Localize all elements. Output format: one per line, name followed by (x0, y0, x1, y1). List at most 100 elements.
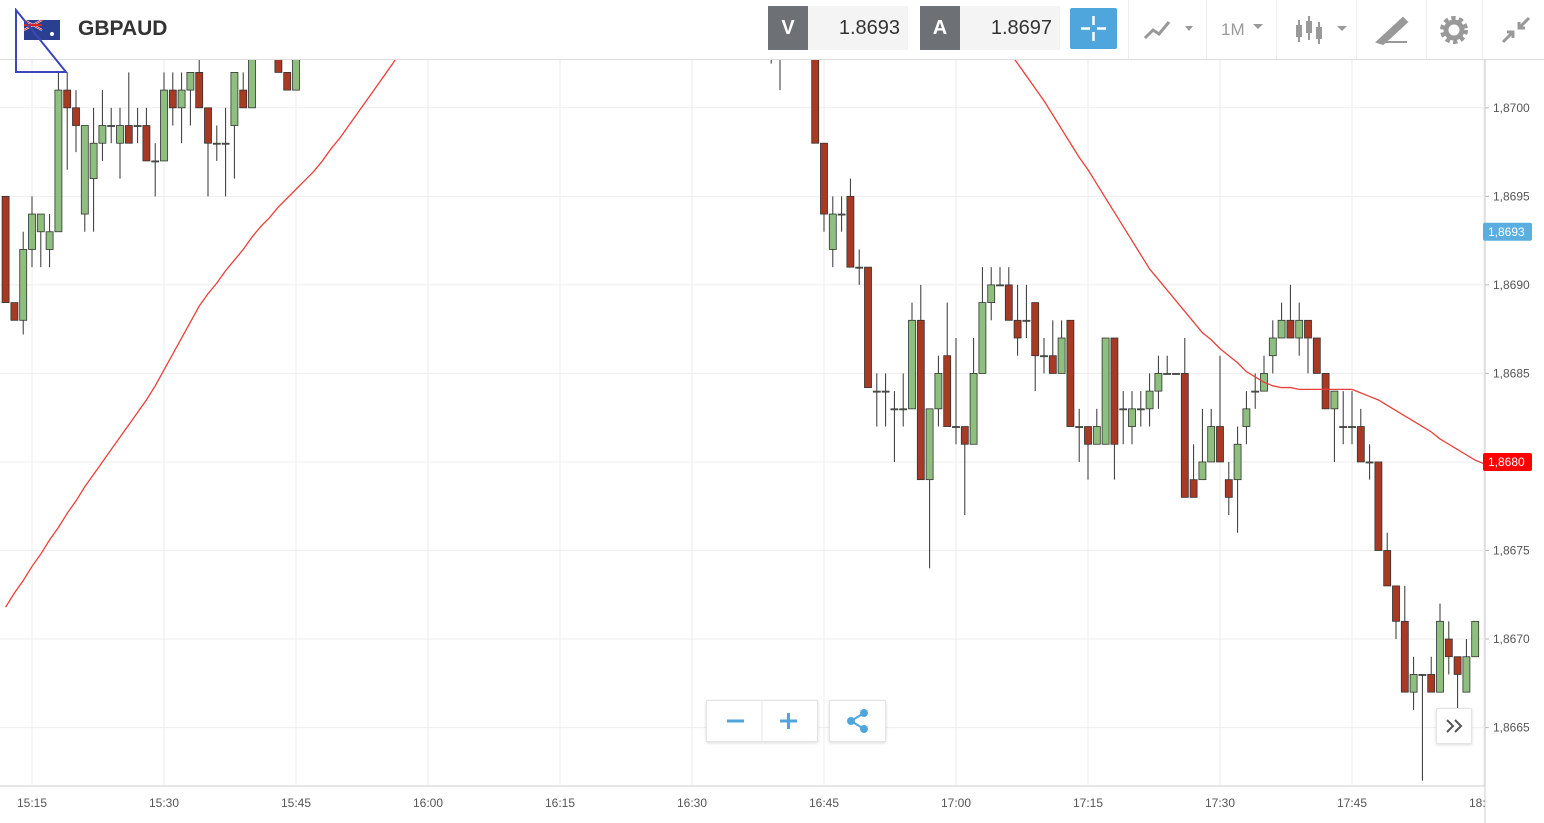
candle-body (89, 142, 98, 180)
candle-body (1216, 426, 1224, 463)
candle-body (230, 71, 239, 126)
candle-body (1251, 390, 1260, 393)
candle-body (195, 71, 204, 109)
candle-body (151, 160, 160, 163)
candle-body (45, 231, 54, 250)
indicators-button[interactable] (1276, 0, 1357, 59)
x-tick-label: 15:15 (17, 796, 47, 810)
candle-body (1321, 373, 1330, 410)
candle-body (292, 60, 300, 91)
candle-body (811, 60, 820, 144)
candle-body (54, 89, 63, 233)
buy-label[interactable]: A (920, 6, 960, 50)
candle-body (872, 390, 881, 393)
candle-body (212, 142, 221, 145)
candle-body (186, 71, 195, 91)
candle-body (1356, 426, 1365, 463)
candle-body (168, 89, 177, 109)
x-tick-label: 16:15 (545, 796, 575, 810)
candle-body (19, 249, 28, 321)
candle-body (996, 284, 1004, 287)
candle-body (1013, 319, 1022, 339)
candle-body (72, 107, 80, 126)
candle-body (107, 125, 116, 127)
zoom-in[interactable] (780, 713, 797, 729)
y-tick-label: 1,8690 (1493, 278, 1530, 292)
x-tick-label: 17:45 (1337, 796, 1367, 810)
candle-body (1312, 337, 1321, 374)
candle-body (1383, 550, 1392, 587)
y-tick-label: 1,8665 (1493, 721, 1530, 735)
candle-body (28, 213, 36, 250)
candle-body (1304, 319, 1312, 339)
candle-body (63, 89, 72, 109)
candle-body (1057, 337, 1066, 374)
share-button[interactable] (829, 700, 886, 742)
candle-body (1436, 620, 1444, 693)
candle-body (1189, 479, 1198, 498)
y-tick-label: 1,8685 (1493, 366, 1530, 380)
x-tick-label: 17:00 (941, 796, 971, 810)
candle-body (1031, 302, 1040, 357)
buy-price[interactable]: 1.8697 (960, 6, 1060, 50)
x-tick-label: 16:00 (413, 796, 443, 810)
settings-button[interactable] (1426, 0, 1483, 59)
candle-body (221, 142, 230, 145)
y-tick-label: 1,8670 (1493, 632, 1530, 646)
flag-icon (15, 8, 69, 73)
candle-body (1427, 674, 1436, 693)
candle-body (1128, 408, 1136, 427)
price-marker (1483, 452, 1532, 471)
candle-body (1224, 479, 1233, 498)
collapse-button[interactable] (1482, 0, 1544, 59)
draw-button[interactable] (1356, 0, 1427, 59)
candle-body (204, 107, 212, 144)
candle-body (1365, 461, 1374, 464)
candle-body (1180, 373, 1189, 498)
sell-price[interactable]: 1.8693 (808, 6, 908, 50)
candle-body (1004, 284, 1013, 321)
candle-body (1268, 337, 1277, 357)
candle-body (133, 125, 142, 127)
candle-body (828, 213, 837, 250)
x-tick-label: 15:45 (281, 796, 311, 810)
crosshair-button[interactable] (1070, 8, 1117, 49)
candle-body (1286, 319, 1295, 339)
candle-body (36, 213, 45, 233)
x-tick-label: 16:30 (677, 796, 707, 810)
zoom-controls (706, 700, 818, 742)
candle-body (142, 125, 151, 162)
candle-body (1040, 355, 1048, 358)
candle-body (1163, 373, 1172, 375)
sell-label[interactable]: V (768, 6, 808, 50)
candle-body (881, 390, 890, 393)
candle-body (116, 125, 124, 144)
candle-body (899, 408, 908, 411)
candle-body (1022, 319, 1031, 322)
candle-body (925, 408, 934, 481)
candle-body (1242, 408, 1251, 427)
candle-body (1119, 408, 1128, 411)
candle-body (1277, 319, 1286, 339)
candle-body (1453, 656, 1462, 675)
chart-type-button[interactable] (1128, 0, 1207, 59)
x-tick-label: 17:15 (1073, 796, 1103, 810)
scroll-end-button[interactable] (1436, 708, 1472, 744)
candle-body (239, 89, 248, 109)
timeframe[interactable]: 1M (1221, 20, 1245, 39)
candle-body (1066, 319, 1075, 427)
y-tick-label: 1,8700 (1493, 101, 1530, 115)
candle-body (1136, 408, 1145, 411)
timeframe-button[interactable]: 1M (1206, 0, 1277, 59)
candle-body (1444, 638, 1453, 658)
candle-body (1462, 656, 1471, 693)
candle-body (890, 408, 899, 411)
candle-body (908, 319, 916, 410)
candle-body (855, 266, 864, 269)
candle-body (1374, 461, 1383, 551)
candle-body (1048, 355, 1057, 374)
candle-body (1330, 390, 1339, 410)
candle-body (1, 195, 10, 303)
